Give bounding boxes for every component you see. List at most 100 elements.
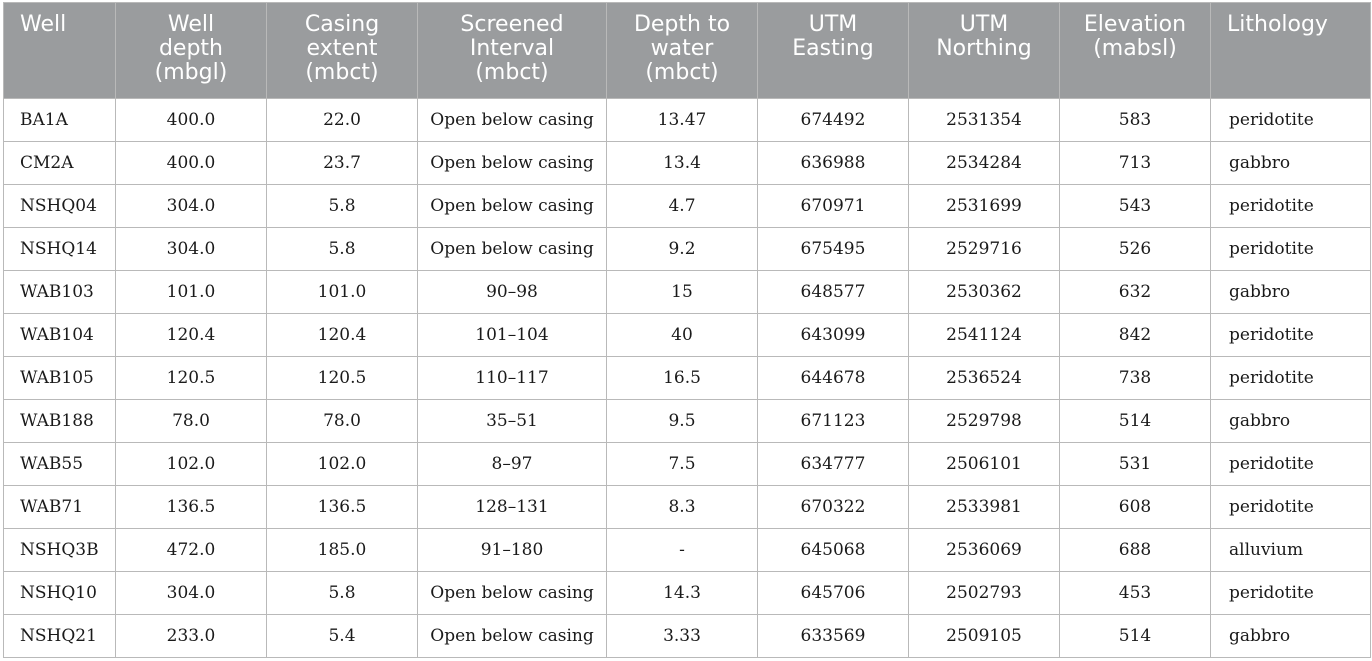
cell-depth-to-water: 13.47 (606, 98, 758, 142)
cell-utm-northing: 2534284 (908, 141, 1060, 185)
cell-well: WAB105 (3, 356, 116, 400)
cell-utm-northing: 2536524 (908, 356, 1060, 400)
cell-depth-to-water: - (606, 528, 758, 572)
cell-utm-northing: 2531354 (908, 98, 1060, 142)
cell-lithology: alluvium (1210, 528, 1371, 572)
cell-casing-extent: 5.8 (266, 571, 418, 615)
cell-well-depth: 120.4 (115, 313, 267, 357)
cell-casing-extent: 5.8 (266, 184, 418, 228)
cell-elevation: 514 (1059, 614, 1211, 658)
cell-utm-easting: 633569 (757, 614, 909, 658)
cell-well-depth: 304.0 (115, 227, 267, 271)
header-cell-casing-extent: Casing extent (mbct) (266, 2, 418, 99)
cell-elevation: 842 (1059, 313, 1211, 357)
cell-lithology: gabbro (1210, 614, 1371, 658)
cell-screened-interval: Open below casing (417, 141, 607, 185)
cell-well: NSHQ04 (3, 184, 116, 228)
cell-elevation: 713 (1059, 141, 1211, 185)
cell-lithology: gabbro (1210, 399, 1371, 443)
table-row: CM2A 400.0 23.7 Open below casing 13.4 636988… (3, 141, 1371, 185)
cell-casing-extent: 136.5 (266, 485, 418, 529)
cell-casing-extent: 120.4 (266, 313, 418, 357)
table-row: NSHQ14 304.0 5.8 Open below casing 9.2 675495… (3, 227, 1371, 271)
table-row: NSHQ04 304.0 5.8 Open below casing 4.7 670971… (3, 184, 1371, 228)
cell-depth-to-water: 3.33 (606, 614, 758, 658)
cell-well: NSHQ14 (3, 227, 116, 271)
cell-utm-northing: 2536069 (908, 528, 1060, 572)
table-row: WAB71 136.5 136.5 128–131 8.3 670322 2533981 60… (3, 485, 1371, 529)
cell-screened-interval: Open below casing (417, 98, 607, 142)
cell-well: CM2A (3, 141, 116, 185)
table-row: NSHQ10 304.0 5.8 Open below casing 14.3 64570… (3, 571, 1371, 615)
cell-lithology: peridotite (1210, 227, 1371, 271)
cell-utm-easting: 645706 (757, 571, 909, 615)
cell-depth-to-water: 8.3 (606, 485, 758, 529)
cell-well-depth: 102.0 (115, 442, 267, 486)
header-cell-well: Well (3, 2, 116, 99)
cell-screened-interval: 90–98 (417, 270, 607, 314)
cell-casing-extent: 102.0 (266, 442, 418, 486)
table-row: BA1A 400.0 22.0 Open below casing 13.47 67449… (3, 98, 1371, 142)
cell-lithology: peridotite (1210, 184, 1371, 228)
cell-utm-northing: 2529798 (908, 399, 1060, 443)
cell-well: WAB71 (3, 485, 116, 529)
cell-well-depth: 400.0 (115, 98, 267, 142)
cell-utm-easting: 670322 (757, 485, 909, 529)
cell-screened-interval: 128–131 (417, 485, 607, 529)
cell-screened-interval: Open below casing (417, 227, 607, 271)
cell-well: WAB104 (3, 313, 116, 357)
cell-well-depth: 136.5 (115, 485, 267, 529)
cell-utm-northing: 2529716 (908, 227, 1060, 271)
cell-utm-easting: 648577 (757, 270, 909, 314)
header-row: Well Well depth (mbgl) Casing extent (mb… (3, 2, 1371, 99)
cell-well-depth: 101.0 (115, 270, 267, 314)
cell-lithology: gabbro (1210, 270, 1371, 314)
cell-utm-easting: 671123 (757, 399, 909, 443)
cell-well: NSHQ10 (3, 571, 116, 615)
header-cell-lithology: Lithology (1210, 2, 1371, 99)
cell-depth-to-water: 4.7 (606, 184, 758, 228)
cell-screened-interval: Open below casing (417, 571, 607, 615)
cell-casing-extent: 5.8 (266, 227, 418, 271)
table-body: BA1A 400.0 22.0 Open below casing 13.47 67449… (3, 98, 1371, 658)
cell-elevation: 543 (1059, 184, 1211, 228)
cell-utm-easting: 670971 (757, 184, 909, 228)
cell-well-depth: 304.0 (115, 184, 267, 228)
cell-utm-easting: 636988 (757, 141, 909, 185)
table-row: WAB103 101.0 101.0 90–98 15 648577 2530362 632 g… (3, 270, 1371, 314)
cell-elevation: 514 (1059, 399, 1211, 443)
cell-well: BA1A (3, 98, 116, 142)
cell-elevation: 583 (1059, 98, 1211, 142)
header-cell-utm-northing: UTM Northing (908, 2, 1060, 99)
well-data-table: Well Well depth (mbgl) Casing extent (mb… (3, 2, 1371, 658)
header-cell-utm-easting: UTM Easting (757, 2, 909, 99)
cell-well-depth: 400.0 (115, 141, 267, 185)
cell-depth-to-water: 9.5 (606, 399, 758, 443)
cell-screened-interval: 101–104 (417, 313, 607, 357)
table-row: WAB104 120.4 120.4 101–104 40 643099 2541124 84… (3, 313, 1371, 357)
cell-elevation: 531 (1059, 442, 1211, 486)
cell-elevation: 526 (1059, 227, 1211, 271)
cell-well: WAB188 (3, 399, 116, 443)
cell-utm-easting: 675495 (757, 227, 909, 271)
table-row: WAB188 78.0 78.0 35–51 9.5 671123 2529798 514 ga… (3, 399, 1371, 443)
cell-utm-northing: 2506101 (908, 442, 1060, 486)
cell-lithology: peridotite (1210, 485, 1371, 529)
cell-utm-northing: 2531699 (908, 184, 1060, 228)
cell-lithology: peridotite (1210, 356, 1371, 400)
cell-utm-northing: 2502793 (908, 571, 1060, 615)
header-cell-well-depth: Well depth (mbgl) (115, 2, 267, 99)
cell-screened-interval: 35–51 (417, 399, 607, 443)
cell-utm-northing: 2530362 (908, 270, 1060, 314)
cell-casing-extent: 120.5 (266, 356, 418, 400)
cell-well-depth: 233.0 (115, 614, 267, 658)
table-row: NSHQ21 233.0 5.4 Open below casing 3.33 63356… (3, 614, 1371, 658)
cell-well: WAB103 (3, 270, 116, 314)
cell-screened-interval: 110–117 (417, 356, 607, 400)
cell-screened-interval: Open below casing (417, 614, 607, 658)
cell-depth-to-water: 14.3 (606, 571, 758, 615)
cell-well: NSHQ21 (3, 614, 116, 658)
cell-elevation: 632 (1059, 270, 1211, 314)
cell-elevation: 688 (1059, 528, 1211, 572)
